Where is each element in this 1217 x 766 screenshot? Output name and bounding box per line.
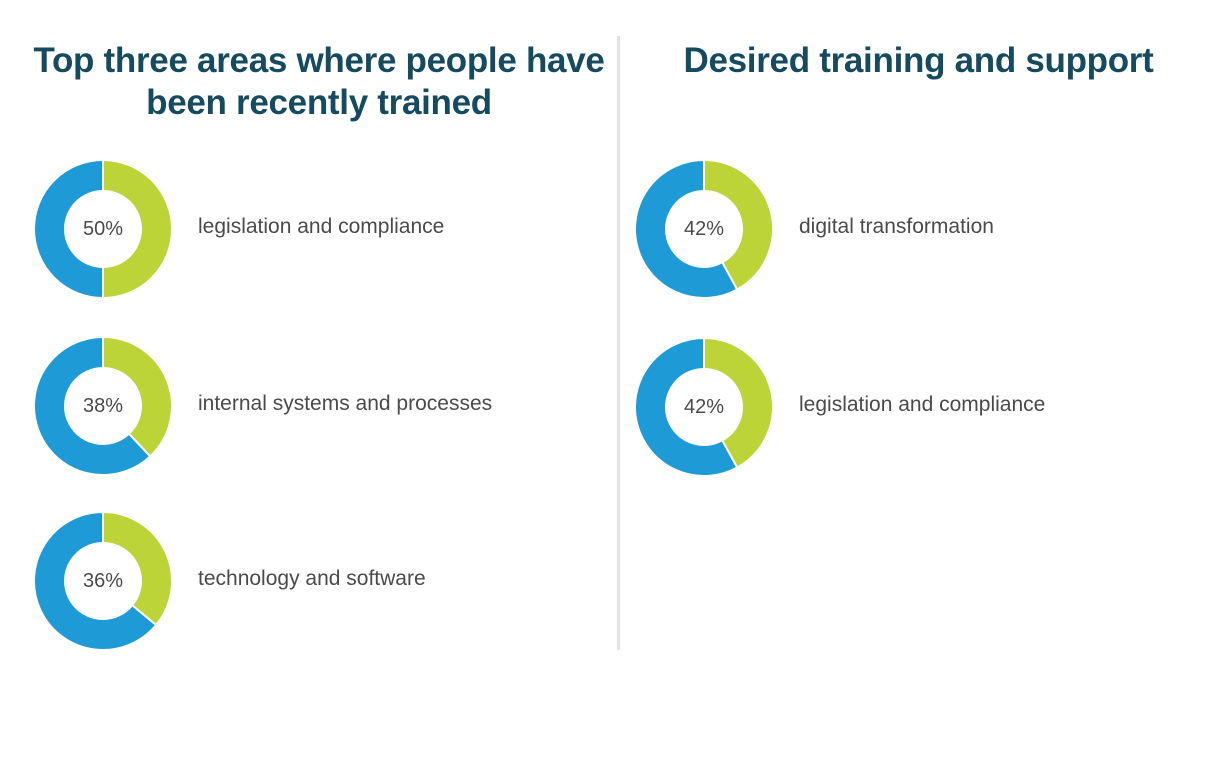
donut-chart bbox=[634, 337, 774, 477]
donut-remainder-segment bbox=[634, 337, 739, 477]
desired-training-title: Desired training and support bbox=[683, 41, 1154, 80]
donut-remainder-segment bbox=[634, 159, 739, 299]
donut-category-label: digital transformation bbox=[799, 215, 994, 238]
donut-value-segment bbox=[102, 159, 173, 299]
panel-divider bbox=[617, 36, 620, 650]
donut-value-label: 42% bbox=[683, 396, 725, 418]
donut-category-label: legislation and compliance bbox=[799, 393, 1046, 416]
donut-chart bbox=[33, 159, 173, 299]
donut-category-label: legislation and compliance bbox=[198, 215, 445, 238]
donut-svg bbox=[33, 159, 173, 299]
donut-value-label: 50% bbox=[82, 218, 124, 240]
donut-value-label: 42% bbox=[683, 218, 725, 240]
donut-remainder-segment bbox=[33, 336, 152, 476]
donut-svg bbox=[33, 336, 173, 476]
donut-chart bbox=[33, 336, 173, 476]
donut-value-segment bbox=[703, 159, 774, 291]
donut-remainder-segment bbox=[33, 159, 104, 299]
donut-value-label: 36% bbox=[82, 570, 124, 592]
donut-value-segment bbox=[102, 336, 173, 458]
recent-training-title: Top three areas where people have been r… bbox=[33, 41, 605, 122]
donut-value-segment bbox=[102, 511, 173, 627]
donut-chart bbox=[634, 159, 774, 299]
donut-value-segment bbox=[703, 337, 774, 469]
donut-svg bbox=[33, 511, 173, 651]
donut-value-label: 38% bbox=[82, 395, 124, 417]
donut-category-label: internal systems and processes bbox=[198, 392, 493, 415]
donut-chart bbox=[33, 511, 173, 651]
donut-remainder-segment bbox=[33, 511, 158, 651]
donut-svg bbox=[634, 159, 774, 299]
donut-svg bbox=[634, 337, 774, 477]
donut-category-label: technology and software bbox=[198, 567, 426, 590]
